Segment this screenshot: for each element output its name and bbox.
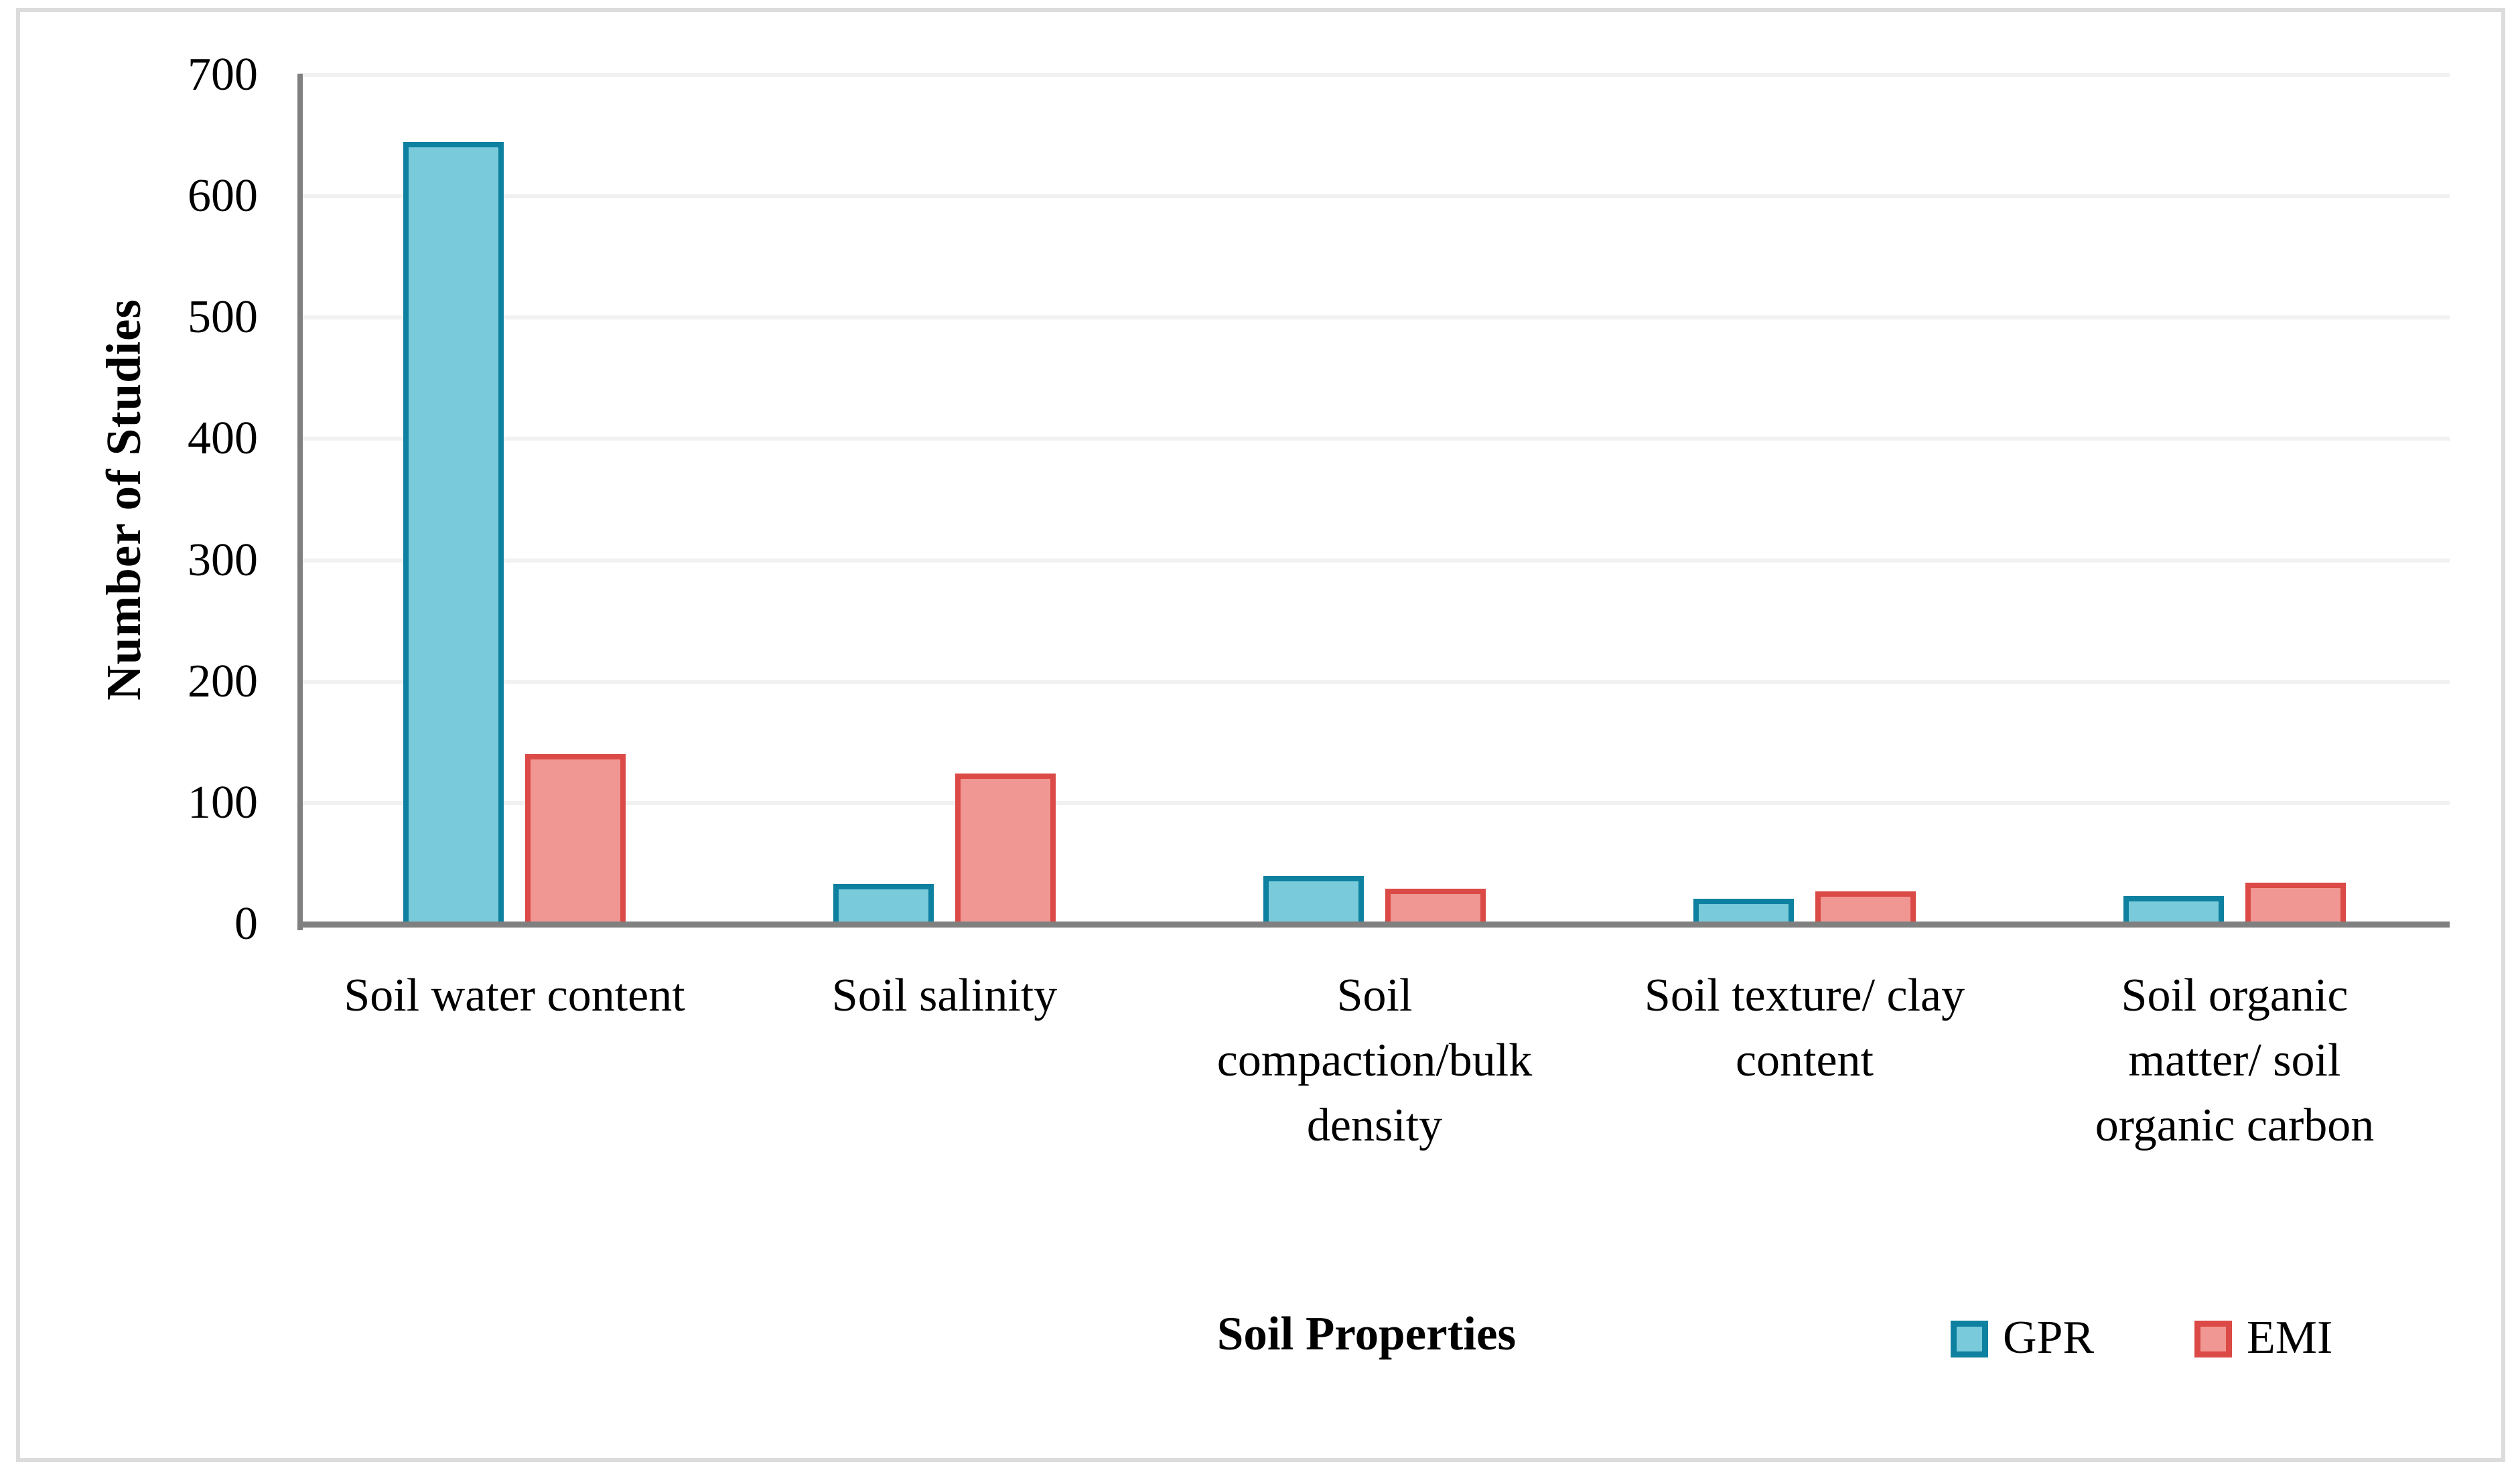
category-label-3: Soil texture/ clay content: [1590, 963, 2019, 1093]
figure-border: [16, 8, 2505, 1462]
bar-emi-2: [1385, 889, 1486, 924]
gridline-100: [299, 800, 2450, 805]
legend-label-gpr: GPR: [2003, 1312, 2095, 1364]
y-tick-label-700: 700: [188, 49, 258, 100]
x-axis-line: [297, 922, 2450, 928]
gridline-300: [299, 558, 2450, 563]
legend-swatch-emi: [2194, 1321, 2232, 1357]
bar-gpr-1: [833, 884, 934, 924]
legend-swatch-gpr: [1951, 1321, 1988, 1357]
legend-label-emi: EMI: [2247, 1312, 2333, 1364]
y-tick-label-600: 600: [188, 170, 258, 222]
bar-emi-4: [2245, 883, 2346, 924]
category-label-line: compaction/bulk: [1216, 1035, 1533, 1086]
category-label-line: organic carbon: [2095, 1100, 2375, 1151]
category-label-line: content: [1735, 1035, 1874, 1086]
y-tick-label-300: 300: [188, 534, 258, 586]
bar-gpr-2: [1263, 875, 1364, 924]
y-axis-title: Number of Studies: [96, 299, 151, 701]
y-tick-label-200: 200: [188, 655, 258, 707]
category-label-line: Soil texture/ clay: [1644, 970, 1965, 1021]
gridline-500: [299, 315, 2450, 320]
category-label-line: Soil salinity: [831, 970, 1058, 1021]
y-tick-label-500: 500: [188, 291, 258, 344]
category-label-line: Soil: [1336, 970, 1413, 1021]
bar-emi-3: [1815, 891, 1916, 924]
category-label-4: Soil organic matter/ soil organic carbon: [2020, 963, 2449, 1158]
bar-emi-1: [955, 774, 1056, 924]
category-label-line: density: [1306, 1100, 1443, 1151]
y-tick-label-0: 0: [234, 898, 258, 950]
bar-gpr-4: [2123, 896, 2224, 924]
y-axis-line: [297, 74, 303, 930]
category-label-1: Soil salinity: [730, 963, 1159, 1028]
category-label-2: Soil compaction/bulk density: [1160, 963, 1589, 1158]
bar-emi-0: [525, 754, 626, 924]
x-axis-title: Soil Properties: [1216, 1308, 1517, 1360]
gridline-400: [299, 437, 2450, 441]
category-label-line: matter/ soil: [2128, 1035, 2341, 1086]
gridline-700: [299, 73, 2450, 77]
y-tick-label-400: 400: [188, 413, 258, 465]
y-tick-label-100: 100: [188, 776, 258, 828]
category-label-line: Soil water content: [344, 970, 685, 1021]
gridline-200: [299, 679, 2450, 684]
category-label-0: Soil water content: [300, 963, 729, 1028]
bar-gpr-0: [403, 141, 504, 924]
gridline-600: [299, 194, 2450, 199]
bar-gpr-3: [1693, 898, 1794, 924]
category-label-line: Soil organic: [2121, 970, 2349, 1021]
